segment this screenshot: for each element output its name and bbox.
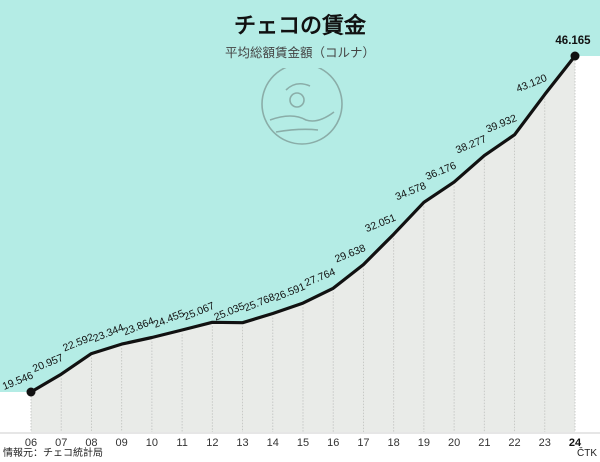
x-tick-07: 07 [55, 437, 67, 449]
x-tick-17: 17 [357, 437, 369, 449]
x-tick-12: 12 [206, 437, 218, 449]
x-tick-21: 21 [478, 437, 490, 449]
x-tick-19: 19 [418, 437, 430, 449]
x-tick-20: 20 [448, 437, 460, 449]
source-note: 情報元：チェコ統計局 [3, 446, 103, 459]
x-tick-14: 14 [267, 437, 279, 449]
x-tick-23: 23 [539, 437, 551, 449]
data-point-24 [570, 51, 580, 61]
data-points [26, 51, 580, 397]
x-tick-06: 06 [25, 437, 37, 449]
wage-line [29, 54, 577, 394]
x-tick-08: 08 [85, 437, 97, 449]
area-fill [31, 56, 575, 432]
grid-lines [30, 60, 576, 432]
chart-title: チェコの賃金 [234, 13, 367, 39]
teal-background [0, 0, 600, 392]
x-tick-15: 15 [297, 437, 309, 449]
credit-label: ČTK [577, 446, 597, 459]
title-box [207, 6, 393, 68]
x-tick-24: 24 [569, 437, 582, 449]
x-tick-16: 16 [327, 437, 339, 449]
x-axis-ticks: 06 07 08 09 10 11 12 13 14 15 16 17 18 19 20 21 22 23 24 [25, 437, 582, 449]
x-tick-18: 18 [388, 437, 400, 449]
x-tick-09: 09 [116, 437, 128, 449]
data-point-06 [26, 387, 36, 397]
x-tick-10: 10 [146, 437, 158, 449]
x-tick-11: 11 [176, 437, 187, 449]
x-tick-13: 13 [236, 437, 248, 449]
data-label-24: 46.165 [555, 35, 591, 47]
chart-subtitle: 平均総額賃金額（コルナ） [225, 45, 375, 60]
x-tick-22: 22 [508, 437, 520, 449]
